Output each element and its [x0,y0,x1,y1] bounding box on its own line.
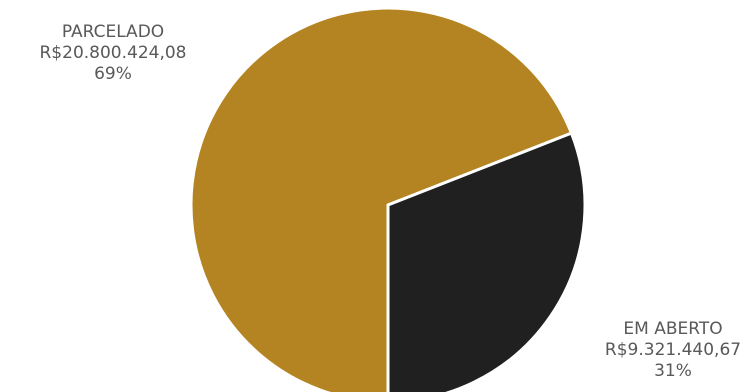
data-label-parcelado-value: R$20.800.424,08 [39,43,187,63]
data-label-parcelado-name: PARCELADO [61,22,165,42]
data-label-em-aberto: EM ABERTO R$9.321.440,67 31% [578,319,748,382]
pie-slice-em-aberto [386,131,587,392]
data-label-em-aberto-name: EM ABERTO [623,319,723,339]
data-label-em-aberto-percent: 31% [654,361,692,381]
data-label-parcelado-percent: 69% [94,64,132,84]
pie-slice-parcelado [189,6,573,392]
data-label-parcelado: PARCELADO R$20.800.424,08 69% [18,22,208,85]
data-label-em-aberto-value: R$9.321.440,67 [604,340,742,360]
